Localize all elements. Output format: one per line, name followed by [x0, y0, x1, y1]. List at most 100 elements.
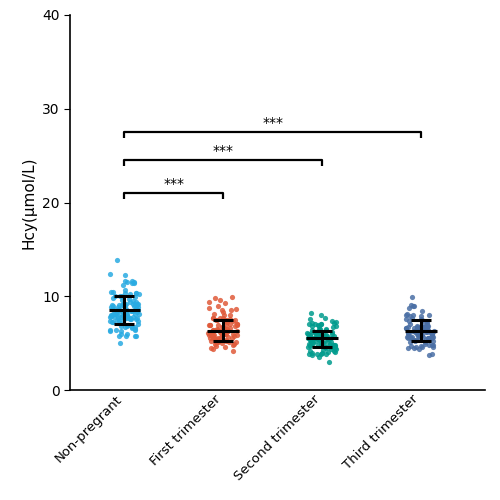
Point: [404, 304, 412, 312]
Point: [305, 320, 313, 328]
Point: [322, 326, 330, 334]
Point: [418, 342, 426, 350]
Point: [221, 330, 229, 338]
Point: [134, 320, 142, 328]
Point: [316, 333, 324, 341]
Point: [320, 339, 328, 347]
Point: [309, 339, 317, 347]
Point: [226, 310, 234, 318]
Point: [320, 346, 328, 354]
Point: [207, 329, 215, 337]
Point: [117, 306, 125, 314]
Point: [312, 330, 320, 338]
Point: [316, 334, 324, 342]
Point: [206, 334, 214, 342]
Point: [217, 329, 225, 337]
Point: [426, 336, 434, 344]
Point: [410, 302, 418, 310]
Point: [408, 314, 416, 322]
Point: [317, 350, 325, 358]
Point: [322, 324, 330, 332]
Point: [122, 322, 130, 330]
Point: [306, 342, 314, 349]
Point: [413, 330, 421, 338]
Point: [420, 323, 428, 331]
Point: [120, 316, 128, 324]
Point: [206, 320, 214, 328]
Point: [214, 302, 222, 310]
Point: [117, 314, 125, 322]
Point: [131, 294, 139, 302]
Point: [317, 311, 325, 319]
Point: [118, 293, 126, 301]
Point: [217, 334, 225, 342]
Point: [424, 318, 432, 326]
Point: [220, 316, 228, 324]
Point: [126, 298, 134, 306]
Point: [122, 300, 130, 308]
Point: [303, 330, 311, 338]
Point: [122, 311, 130, 319]
Point: [117, 322, 125, 330]
Point: [233, 327, 241, 335]
Point: [402, 324, 410, 332]
Point: [417, 342, 425, 349]
Point: [320, 332, 328, 340]
Point: [425, 334, 433, 342]
Point: [404, 334, 412, 342]
Point: [213, 316, 221, 324]
Point: [221, 324, 229, 332]
Point: [308, 336, 316, 344]
Point: [112, 307, 120, 315]
Point: [121, 323, 129, 331]
Point: [119, 312, 127, 320]
Point: [322, 344, 330, 352]
Point: [320, 332, 328, 340]
Point: [107, 288, 115, 296]
Point: [314, 321, 322, 329]
Point: [414, 330, 422, 338]
Point: [330, 341, 338, 349]
Point: [219, 308, 227, 316]
Point: [318, 350, 326, 358]
Point: [206, 332, 214, 340]
Point: [227, 306, 235, 314]
Point: [130, 300, 138, 308]
Point: [214, 322, 222, 330]
Point: [108, 301, 116, 309]
Point: [318, 320, 326, 328]
Point: [313, 350, 321, 358]
Point: [122, 288, 130, 296]
Point: [128, 276, 136, 284]
Point: [424, 311, 432, 319]
Point: [306, 342, 314, 349]
Point: [420, 324, 428, 332]
Point: [324, 335, 332, 343]
Point: [226, 320, 234, 328]
Point: [412, 336, 420, 344]
Point: [330, 322, 338, 330]
Point: [306, 332, 314, 340]
Point: [407, 342, 415, 350]
Point: [117, 326, 125, 334]
Point: [123, 312, 131, 320]
Point: [410, 344, 418, 351]
Point: [320, 338, 328, 346]
Point: [414, 326, 422, 334]
Point: [222, 325, 230, 333]
Point: [216, 296, 224, 304]
Point: [210, 332, 218, 340]
Point: [211, 294, 219, 302]
Point: [118, 282, 126, 290]
Point: [402, 310, 410, 318]
Point: [311, 328, 319, 336]
Point: [324, 336, 332, 344]
Point: [314, 340, 322, 348]
Point: [406, 320, 414, 328]
Point: [132, 298, 140, 306]
Point: [207, 336, 215, 344]
Point: [130, 279, 138, 287]
Point: [133, 308, 141, 316]
Point: [316, 325, 324, 333]
Point: [205, 304, 213, 312]
